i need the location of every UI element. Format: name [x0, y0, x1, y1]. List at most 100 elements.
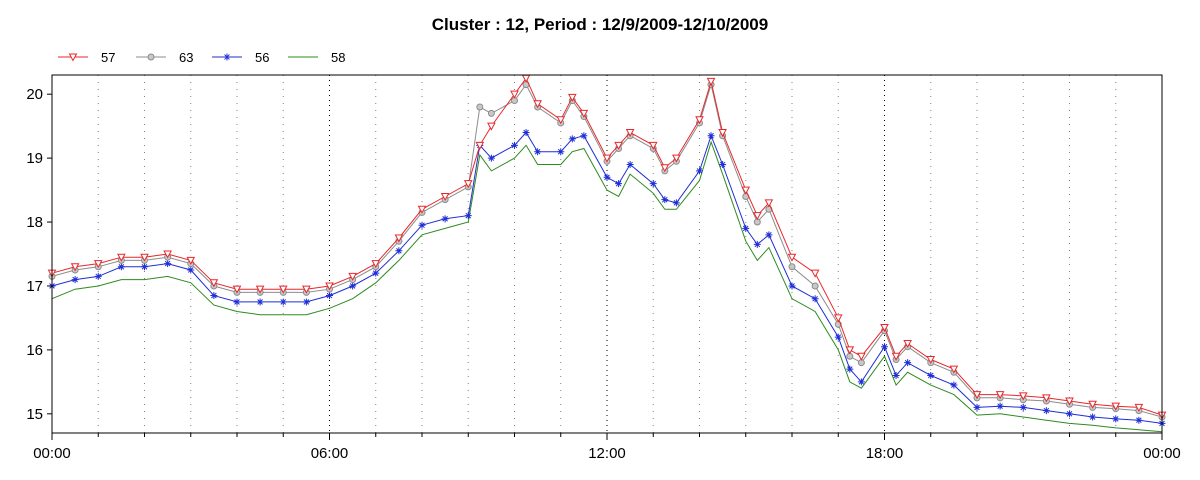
data-point-57	[845, 346, 855, 355]
data-point-63	[487, 109, 495, 117]
data-point-57	[70, 263, 80, 272]
data-point-57	[348, 272, 357, 281]
data-point-56	[1042, 407, 1050, 415]
legend: 57 63 56 58	[58, 50, 345, 65]
data-point-57	[521, 74, 531, 83]
data-point-57	[891, 352, 901, 361]
data-point-57	[787, 253, 797, 262]
data-point-56	[881, 343, 888, 351]
data-point-56	[1066, 410, 1073, 418]
data-point-56	[892, 371, 900, 379]
data-point-57	[695, 116, 704, 125]
data-point-57	[903, 340, 912, 349]
data-point-56	[557, 148, 565, 156]
data-point-57	[463, 180, 473, 189]
data-point-57	[163, 250, 172, 259]
data-point-57	[972, 391, 982, 400]
axes: 00:00 06:00 12:00 18:00 00:00 15 16 17 18 19 20	[26, 86, 1180, 462]
data-point-56	[857, 378, 865, 386]
data-point-56	[846, 365, 854, 373]
data-point-56	[117, 263, 125, 271]
data-point-57	[660, 164, 670, 173]
data-point-57	[718, 129, 727, 138]
data-point-63	[476, 103, 484, 111]
data-point-56	[765, 231, 773, 239]
data-point-56	[164, 260, 172, 268]
data-point-56	[927, 371, 935, 379]
data-point-57	[487, 122, 496, 131]
data-point-57	[602, 154, 612, 163]
data-point-57	[533, 100, 542, 109]
series-line-56	[51, 131, 1163, 424]
x-tick-label: 12:00	[588, 445, 626, 462]
x-tick-label: 00:00	[33, 445, 71, 462]
data-point-57	[648, 141, 658, 150]
y-tick-label: 20	[26, 86, 43, 103]
data-point-57	[140, 253, 149, 262]
data-point-57	[186, 256, 196, 265]
data-point-57	[1088, 400, 1097, 409]
data-point-57	[672, 154, 681, 163]
data-point-56	[210, 292, 218, 300]
legend-label-56: 56	[255, 50, 269, 65]
data-point-57	[857, 352, 866, 361]
data-point-57	[752, 212, 762, 221]
data-point-56	[187, 266, 195, 274]
data-point-57	[880, 324, 889, 333]
data-point-57	[567, 93, 577, 102]
data-point-57	[625, 129, 635, 138]
data-point-56	[94, 272, 102, 280]
data-point-57	[614, 141, 623, 150]
data-point-56	[950, 381, 958, 389]
plot-frame	[51, 74, 1163, 434]
data-point-56	[649, 180, 657, 188]
data-point-56	[233, 298, 241, 306]
x-tick-label: 18:00	[866, 445, 904, 462]
data-point-56	[904, 359, 912, 367]
data-point-56	[395, 247, 403, 255]
legend-label-63: 63	[179, 50, 193, 65]
series-57	[47, 74, 1167, 420]
data-point-57	[117, 253, 126, 262]
data-point-56	[973, 403, 981, 411]
data-point-56	[603, 173, 611, 181]
series-layer	[47, 74, 1167, 433]
legend-label-58: 58	[331, 50, 345, 65]
data-point-57	[93, 260, 103, 269]
data-point-56	[71, 276, 79, 284]
data-point-56	[580, 132, 588, 140]
series-56	[48, 129, 1166, 427]
data-point-57	[394, 234, 404, 243]
chart-title: Cluster : 12, Period : 12/9/2009-12/10/2…	[432, 15, 768, 34]
data-point-57	[278, 285, 288, 294]
data-point-57	[764, 199, 774, 208]
series-line-63	[51, 82, 1163, 418]
data-point-56	[672, 199, 680, 207]
data-point-56	[996, 402, 1004, 410]
data-point-56	[615, 180, 623, 188]
series-58	[51, 140, 1163, 433]
data-point-57	[556, 116, 566, 125]
data-point-57	[706, 77, 716, 86]
data-point-57	[440, 192, 450, 202]
data-point-57	[510, 90, 519, 99]
y-tick-label: 18	[26, 214, 43, 231]
x-tick-label: 00:00	[1143, 445, 1181, 462]
legend-marker-63	[147, 53, 155, 61]
data-point-57	[209, 279, 219, 288]
data-point-57	[1065, 397, 1074, 406]
data-point-56	[753, 240, 761, 248]
data-point-56	[418, 221, 426, 229]
data-point-56	[349, 282, 357, 290]
data-point-56	[302, 298, 310, 306]
data-point-57	[232, 285, 242, 294]
data-point-56	[834, 333, 842, 341]
data-point-56	[1135, 416, 1143, 424]
data-point-56	[1112, 415, 1120, 423]
series-line-58	[51, 140, 1163, 433]
data-point-57	[255, 285, 265, 294]
data-point-57	[926, 355, 936, 365]
data-point-56	[464, 212, 472, 220]
data-point-56	[256, 298, 264, 306]
